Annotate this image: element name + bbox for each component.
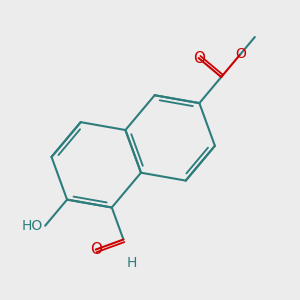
Text: HO: HO bbox=[22, 219, 43, 233]
Text: O: O bbox=[193, 51, 205, 66]
Text: O: O bbox=[90, 242, 102, 257]
Text: O: O bbox=[235, 47, 246, 61]
Text: H: H bbox=[127, 256, 137, 270]
